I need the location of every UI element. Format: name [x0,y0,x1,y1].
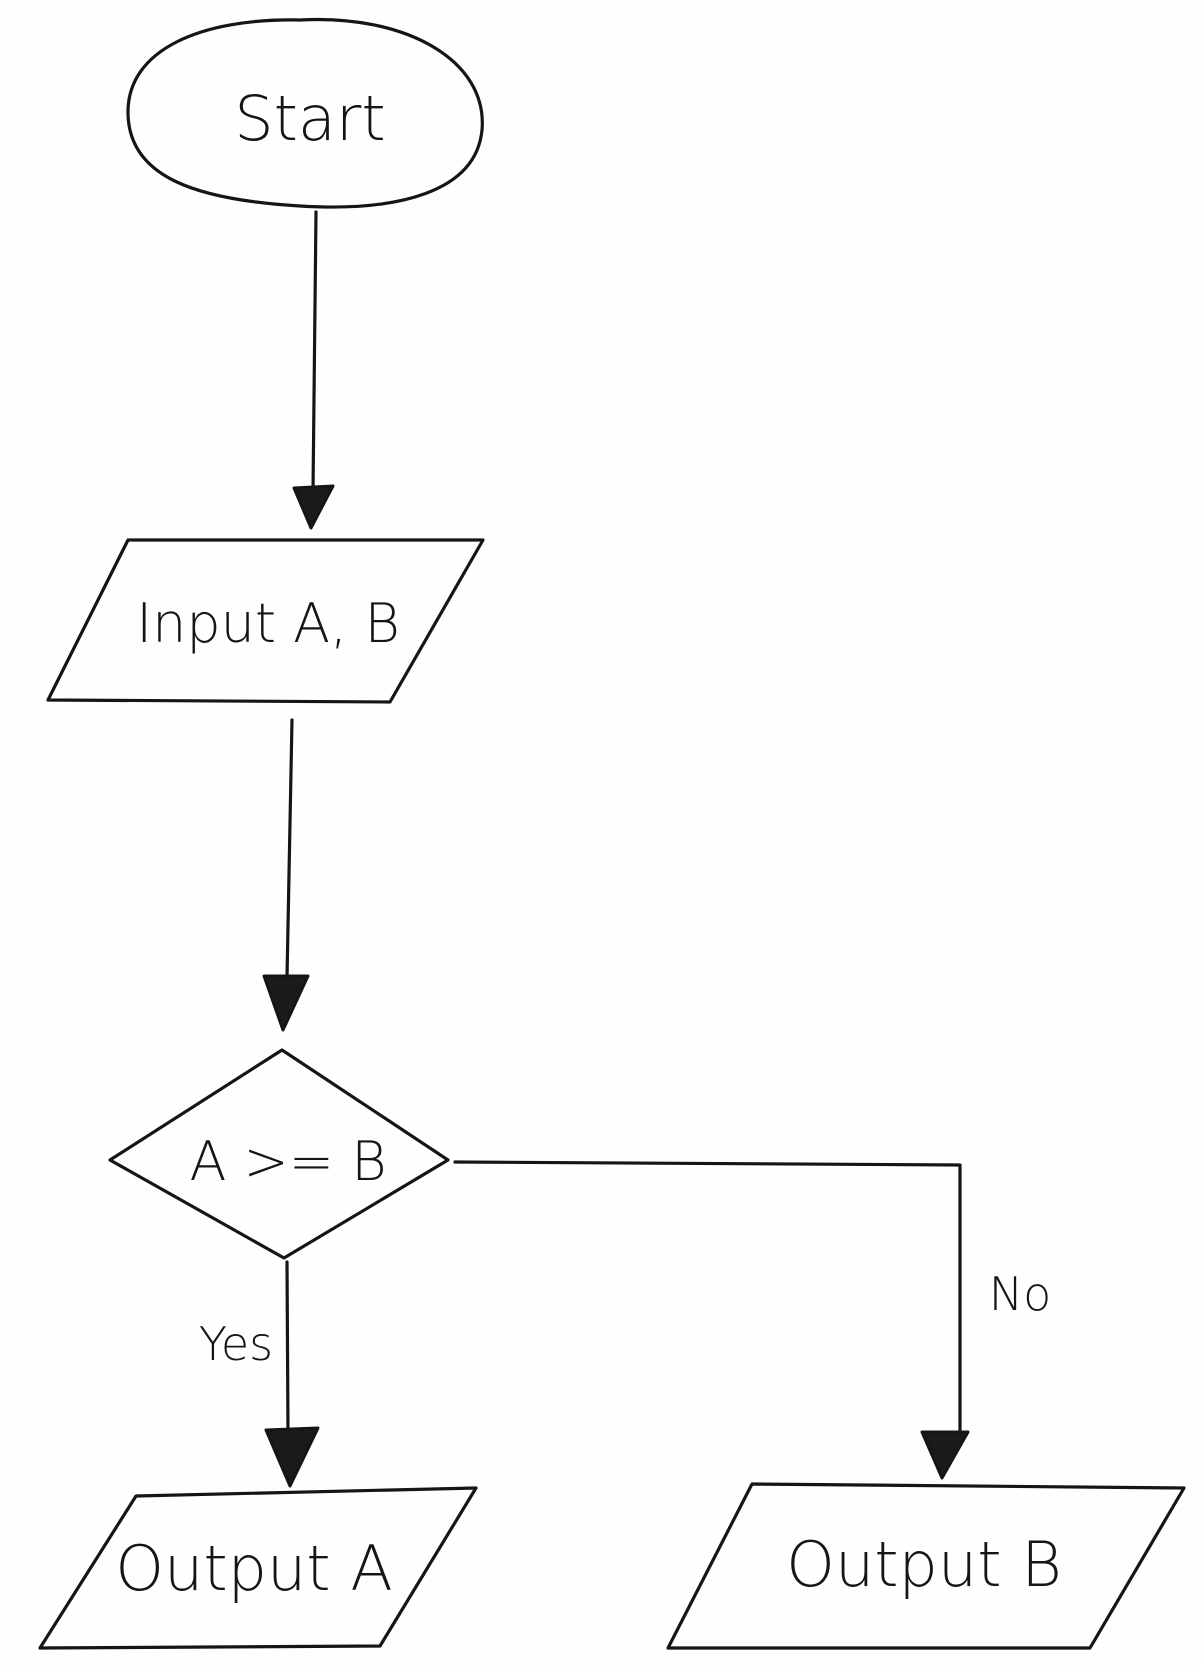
input-node: Input A, B [46,538,485,704]
edge-no: No [453,1160,1052,1480]
input-label: Input A, B [136,592,400,655]
output-b-node: Output B [666,1482,1186,1650]
edge-start-to-input [292,210,335,530]
arrowhead [262,974,310,1032]
input-parallelogram [46,538,485,704]
start-node: Start [126,17,484,209]
output-a-parallelogram [38,1486,478,1650]
edge-input-to-decision [262,718,310,1032]
output-a-label: Output A [115,1532,393,1605]
no-edge-label: No [989,1267,1052,1321]
decision-node: A >= B [108,1048,450,1260]
output-b-parallelogram [666,1482,1186,1650]
arrowhead [292,484,335,530]
decision-label: A >= B [189,1130,386,1193]
start-oval [126,17,484,209]
output-b-label: Output B [786,1528,1062,1601]
output-a-node: Output A [38,1486,478,1650]
arrowhead [264,1426,320,1488]
yes-edge-label: Yes [199,1317,273,1371]
decision-diamond [108,1048,450,1260]
edge-yes: Yes [199,1260,320,1488]
arrowhead [920,1430,970,1480]
start-label: Start [234,82,385,155]
